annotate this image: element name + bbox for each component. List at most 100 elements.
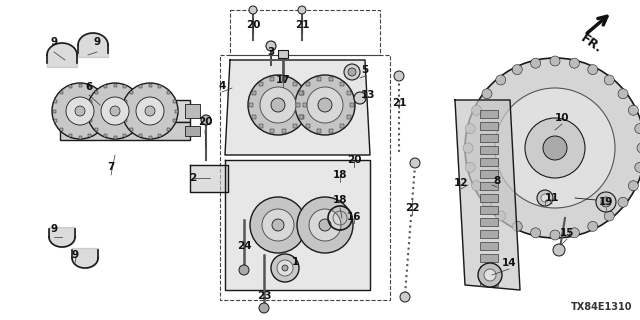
Text: 7: 7 [108, 162, 115, 172]
Bar [220, 55, 390, 300]
Bar [124, 133, 127, 137]
Text: 9: 9 [72, 250, 79, 260]
Circle shape [635, 162, 640, 172]
Circle shape [496, 75, 506, 85]
Polygon shape [225, 60, 370, 155]
Circle shape [87, 83, 143, 139]
Bar [104, 85, 106, 88]
Bar [270, 77, 274, 81]
Circle shape [512, 221, 522, 231]
Text: 18: 18 [333, 170, 348, 180]
Text: 2: 2 [189, 173, 196, 183]
Text: 6: 6 [85, 82, 93, 92]
Circle shape [52, 83, 108, 139]
Bar [90, 119, 92, 123]
Bar [97, 91, 100, 94]
Bar [148, 84, 152, 86]
Bar [340, 124, 344, 128]
Circle shape [344, 64, 360, 80]
Text: 19: 19 [599, 197, 613, 207]
Bar [282, 77, 286, 81]
Bar [68, 85, 72, 88]
Text: 11: 11 [545, 193, 559, 203]
Bar [480, 146, 498, 154]
Bar [299, 115, 303, 119]
Text: 20: 20 [347, 155, 361, 165]
Bar [88, 85, 92, 88]
Bar [278, 50, 288, 58]
Bar [317, 77, 321, 81]
Circle shape [484, 269, 496, 281]
Bar [293, 124, 297, 128]
Bar [480, 182, 498, 190]
Circle shape [259, 303, 269, 313]
Bar [60, 91, 63, 94]
Bar [60, 100, 190, 122]
Bar [185, 126, 200, 136]
Circle shape [635, 124, 640, 134]
Circle shape [354, 92, 366, 104]
Bar [138, 133, 141, 137]
Circle shape [309, 209, 341, 241]
Bar [306, 124, 310, 128]
Bar [300, 115, 305, 119]
Circle shape [110, 106, 120, 116]
Bar [138, 85, 141, 88]
Bar [249, 103, 253, 107]
Circle shape [463, 143, 473, 153]
Bar [480, 254, 498, 262]
Circle shape [596, 192, 616, 212]
Bar [60, 122, 190, 140]
Bar [480, 110, 498, 118]
Text: 22: 22 [404, 203, 419, 213]
Bar [348, 115, 351, 119]
Bar [54, 119, 58, 123]
Bar [480, 218, 498, 226]
Bar [299, 91, 303, 95]
Circle shape [618, 89, 628, 99]
Bar [124, 85, 127, 88]
Text: 12: 12 [454, 178, 468, 188]
Bar [293, 82, 297, 86]
Bar [90, 100, 92, 102]
Circle shape [531, 58, 541, 68]
Text: 20: 20 [198, 117, 212, 127]
Text: 20: 20 [246, 20, 260, 30]
Circle shape [248, 75, 308, 135]
Circle shape [543, 136, 567, 160]
Circle shape [75, 106, 85, 116]
Bar [329, 129, 333, 133]
Bar [480, 134, 498, 142]
Text: FR.: FR. [578, 32, 604, 56]
Bar [480, 194, 498, 202]
Bar [252, 115, 255, 119]
Circle shape [537, 190, 553, 206]
Bar [122, 109, 125, 113]
Bar [230, 10, 380, 55]
Polygon shape [190, 165, 228, 192]
Circle shape [318, 98, 332, 112]
Circle shape [307, 87, 343, 123]
Bar [132, 128, 135, 131]
Bar [480, 230, 498, 238]
Circle shape [136, 97, 164, 125]
Circle shape [618, 197, 628, 207]
Circle shape [249, 6, 257, 14]
Bar [124, 100, 127, 102]
Bar [173, 119, 175, 123]
Circle shape [604, 75, 614, 85]
Text: 9: 9 [51, 224, 58, 234]
Circle shape [570, 58, 579, 68]
Circle shape [465, 58, 640, 238]
Bar [480, 242, 498, 250]
Bar [60, 128, 63, 131]
Circle shape [271, 98, 285, 112]
Bar [480, 206, 498, 214]
Circle shape [271, 254, 299, 282]
Circle shape [478, 263, 502, 287]
Circle shape [319, 219, 331, 231]
Bar [329, 77, 333, 81]
Circle shape [260, 87, 296, 123]
Bar [102, 100, 106, 102]
Bar [296, 103, 300, 107]
